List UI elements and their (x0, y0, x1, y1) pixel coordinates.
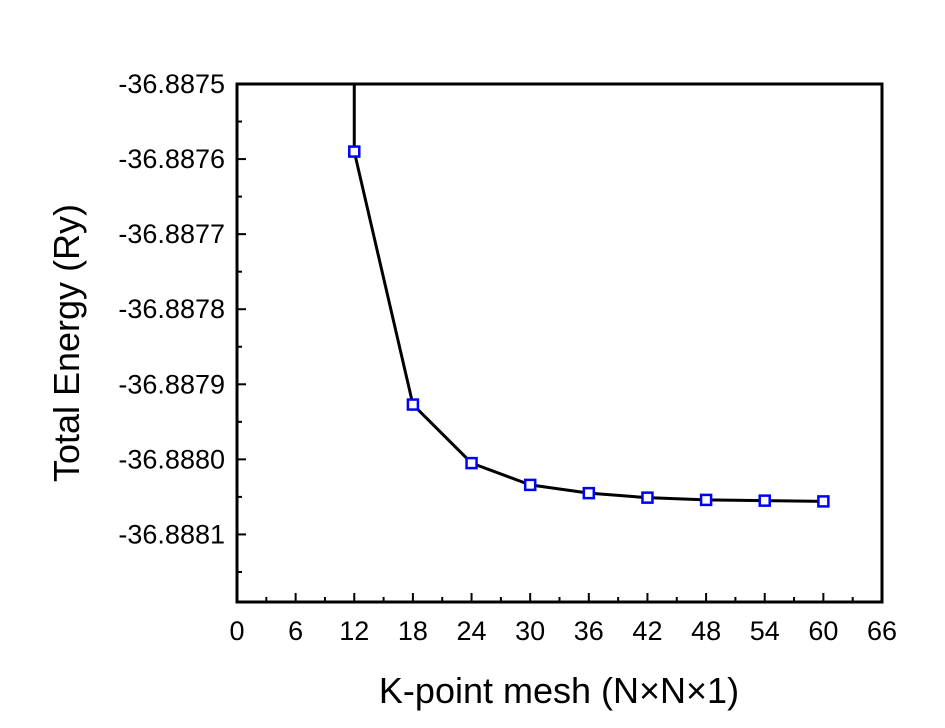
x-tick-label: 66 (867, 616, 897, 646)
series-line (352, 84, 824, 503)
data-point-marker (817, 495, 830, 508)
y-axis-ticks: -36.8875 -36.8876 -36.8877 -36.8878 -36.8879… (118, 69, 246, 573)
data-point-marker (523, 478, 537, 492)
y-tick-label: -36.8879 (118, 369, 225, 399)
x-tick-label: 0 (229, 616, 244, 646)
x-tick-label: 54 (750, 616, 780, 646)
x-tick-label: 36 (574, 616, 604, 646)
y-tick-label: -36.8875 (118, 69, 225, 99)
y-tick-label: -36.8877 (118, 219, 225, 249)
x-tick-label: 30 (515, 616, 545, 646)
x-tick-label: 12 (339, 616, 369, 646)
series-group (348, 84, 830, 508)
x-tick-label: 48 (691, 616, 721, 646)
x-tick-label: 18 (398, 616, 428, 646)
x-axis-title: K-point mesh (N×N×1) (379, 670, 739, 711)
plot-frame (235, 82, 884, 604)
data-point-marker (406, 398, 420, 411)
x-axis-ticks: 0 6 12 18 24 30 36 42 48 54 60 66 (229, 593, 897, 646)
y-tick-label: -36.8881 (118, 519, 225, 549)
x-tick-label: 42 (632, 616, 662, 646)
y-tick-label: -36.8878 (118, 294, 225, 324)
y-axis-title: Total Energy (Ry) (46, 204, 87, 482)
data-point-marker (699, 493, 713, 507)
data-point-marker (758, 494, 771, 507)
x-tick-label: 6 (288, 616, 303, 646)
data-point-marker (582, 486, 596, 500)
x-tick-label: 60 (808, 616, 838, 646)
data-point-marker (465, 456, 478, 470)
y-tick-label: -36.8880 (118, 444, 225, 474)
x-tick-label: 24 (457, 616, 487, 646)
data-point-marker (348, 145, 361, 158)
y-tick-label: -36.8876 (118, 144, 225, 174)
data-point-marker (641, 491, 654, 504)
